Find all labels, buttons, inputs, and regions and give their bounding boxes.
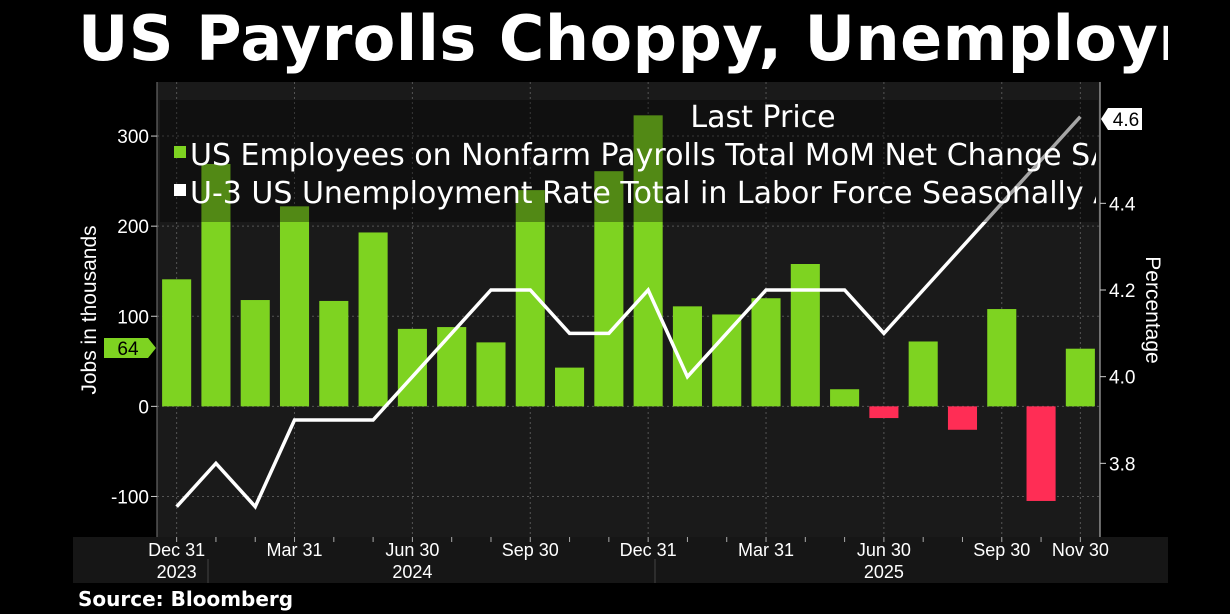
payroll-bar	[201, 163, 231, 407]
page-title: US Payrolls Choppy, Unemployment	[78, 2, 1168, 75]
right-axis-tick-label: 4.4	[1109, 194, 1136, 215]
payroll-bar	[633, 115, 663, 407]
payroll-bar	[476, 342, 506, 407]
last-value-tag-left	[104, 338, 156, 358]
payroll-bar	[437, 327, 467, 407]
x-axis-year-label: 2024	[392, 562, 432, 582]
payroll-bar	[1026, 406, 1056, 501]
legend-swatch-unemployment	[174, 184, 186, 196]
right-axis-tick-label: 4.2	[1109, 281, 1135, 302]
payroll-bar	[240, 300, 270, 407]
left-axis-label: Jobs in thousands	[78, 225, 101, 394]
x-axis-tick-label: Mar 31	[738, 540, 794, 560]
payroll-bar	[751, 298, 781, 407]
payroll-bar	[279, 206, 310, 407]
payroll-bar	[555, 367, 585, 407]
right-axis-tick-label: 3.8	[1109, 454, 1135, 475]
last-value-tag-right	[1101, 108, 1142, 130]
left-axis-tick-label: 300	[117, 127, 149, 148]
payroll-bar	[947, 406, 978, 430]
x-axis-tick-label: Dec 31	[620, 540, 677, 560]
payroll-bar	[515, 190, 545, 407]
left-axis-tick-label: 0	[138, 397, 149, 418]
x-axis-tick-label: Nov 30	[1052, 540, 1109, 560]
payroll-bar	[712, 314, 742, 407]
x-axis: Dec 31 Mar 31 Jun 30 Sep 30 Dec 31 Mar 31 Jun …	[148, 537, 1109, 582]
gridlines	[157, 82, 1100, 537]
payroll-bar	[594, 171, 624, 407]
x-axis-tick-label: Jun 30	[385, 540, 439, 560]
legend-entry-unemployment: U-3 US Unemployment Rate Total in Labor …	[190, 176, 1224, 211]
left-axis-tick-label: 100	[117, 307, 149, 328]
x-axis-year-label: 2023	[157, 562, 197, 582]
x-axis-tick-label: Sep 30	[973, 540, 1030, 560]
legend-header: Last Price	[690, 100, 835, 135]
unemployment-line	[175, 115, 1082, 510]
payroll-bar	[869, 406, 899, 419]
x-axis-tick-label: Dec 31	[148, 540, 205, 560]
left-axis-tick-label: 200	[117, 217, 149, 238]
left-axis: -100 0 100 200 300	[111, 82, 158, 537]
payroll-bar	[790, 264, 820, 407]
payroll-bar	[162, 279, 192, 407]
x-axis-year-label: 2025	[864, 562, 904, 582]
payroll-bar	[1065, 348, 1095, 407]
payroll-bar	[908, 341, 938, 407]
legend-swatch-payrolls	[174, 146, 186, 158]
legend-box	[160, 100, 1098, 222]
payroll-bar	[319, 300, 349, 407]
unemployment-line-group	[175, 115, 1082, 510]
legend-clip: US Employees on Nonfarm Payrolls Total M…	[190, 138, 1224, 211]
last-value-tag-left-text: 64	[117, 339, 139, 360]
payroll-bar	[358, 232, 388, 407]
payroll-bar	[830, 389, 860, 407]
right-axis-tick-label: 4.0	[1109, 368, 1135, 389]
right-axis: 3.8 4.0 4.2 4.4	[1099, 82, 1136, 537]
x-axis-tick-label: Jun 30	[857, 540, 911, 560]
x-axis-tick-label: Mar 31	[267, 540, 323, 560]
legend-entry-payrolls: US Employees on Nonfarm Payrolls Total M…	[190, 138, 1112, 173]
x-axis-tick-label: Sep 30	[502, 540, 559, 560]
source-note: Source: Bloomberg	[78, 587, 294, 611]
payroll-bar	[987, 309, 1017, 407]
x-axis-band	[73, 537, 1168, 583]
last-value-tag-right-text: 4.6	[1113, 110, 1139, 131]
left-axis-tick-label: -100	[111, 487, 149, 508]
right-axis-label: Percentage	[1141, 256, 1164, 363]
